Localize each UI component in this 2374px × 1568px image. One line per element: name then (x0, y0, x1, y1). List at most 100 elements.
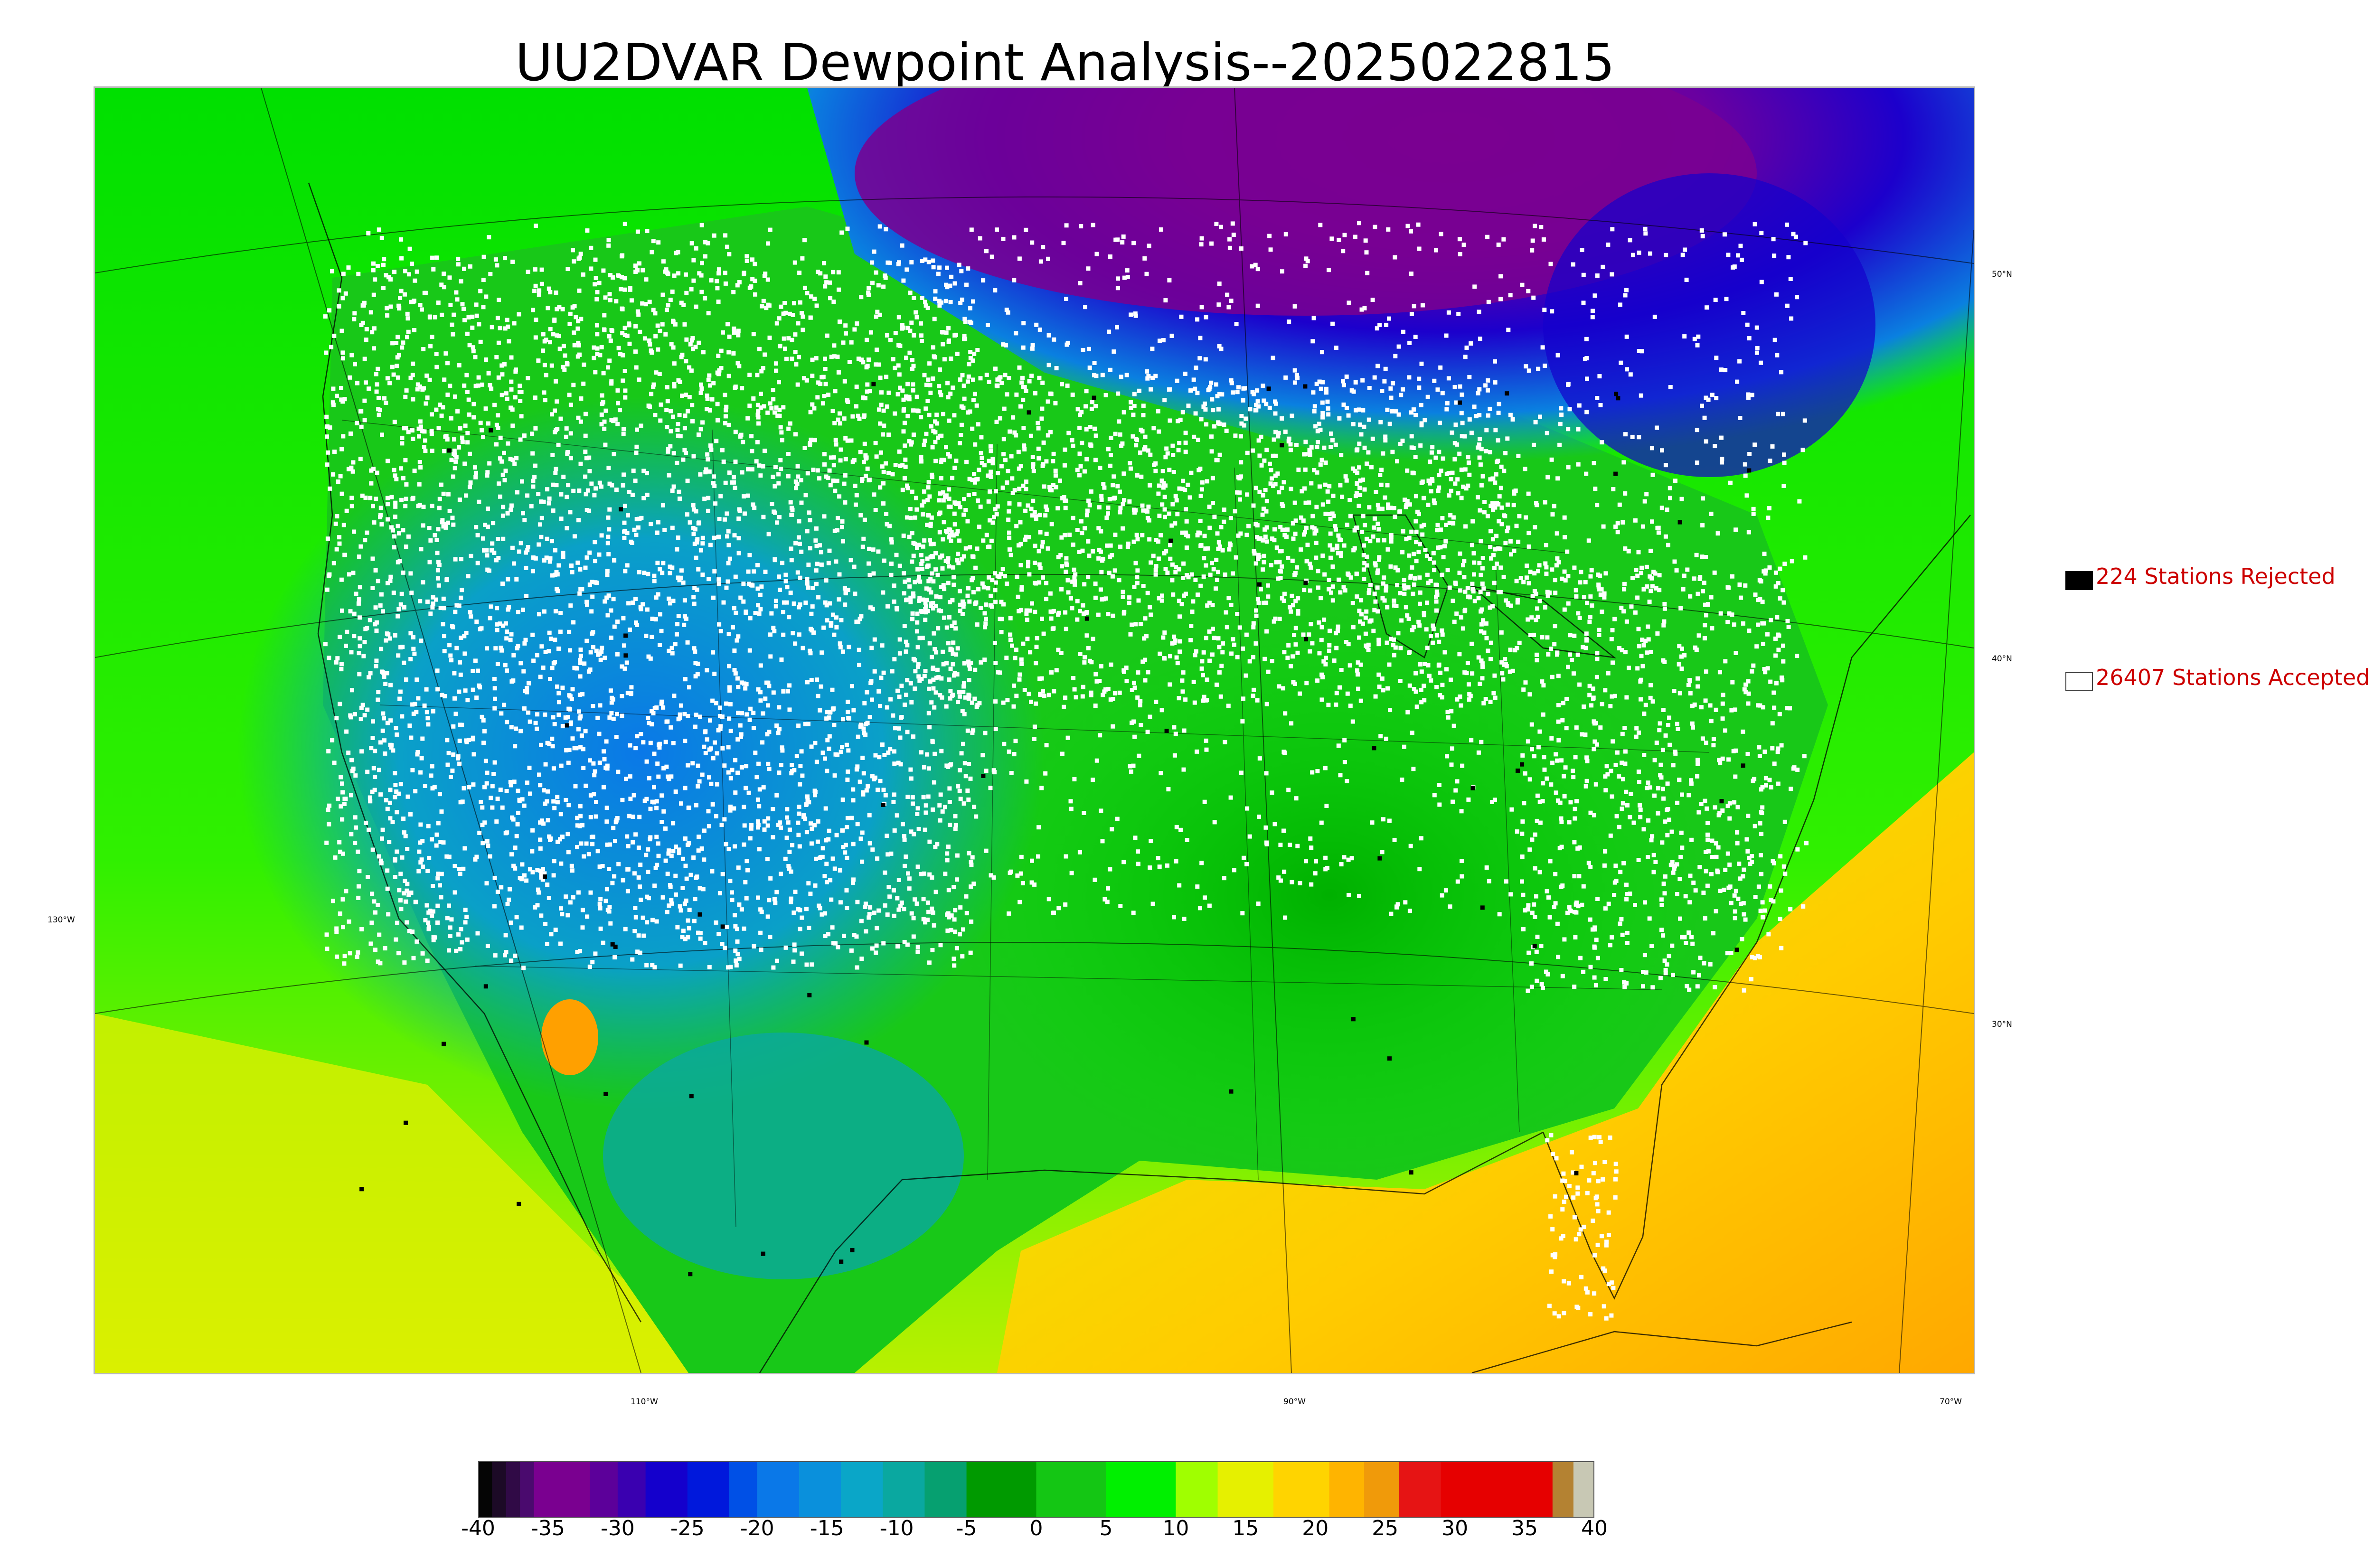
station-accepted-marker (509, 405, 513, 410)
station-accepted-marker (536, 492, 541, 497)
station-accepted-marker (381, 286, 386, 291)
station-accepted-marker (840, 649, 845, 654)
station-accepted-marker (558, 611, 563, 615)
station-accepted-marker (1042, 484, 1046, 489)
station-accepted-marker (371, 292, 376, 297)
station-accepted-marker (774, 890, 779, 894)
station-accepted-marker (530, 632, 535, 637)
station-accepted-marker (1463, 589, 1468, 594)
station-accepted-marker (489, 386, 494, 391)
station-accepted-marker (615, 652, 620, 657)
station-accepted-marker (1118, 904, 1123, 908)
station-accepted-marker (911, 364, 916, 368)
station-accepted-marker (555, 572, 560, 577)
station-accepted-marker (1313, 871, 1318, 876)
station-accepted-marker (1572, 565, 1577, 570)
station-accepted-marker (1459, 496, 1464, 500)
station-accepted-marker (1369, 465, 1374, 469)
station-accepted-marker (1398, 441, 1403, 446)
station-accepted-marker (542, 788, 546, 793)
station-accepted-marker (1580, 902, 1584, 907)
station-accepted-marker (357, 554, 361, 559)
station-accepted-marker (354, 825, 358, 830)
station-accepted-marker (595, 715, 600, 720)
station-accepted-marker (459, 557, 463, 562)
station-accepted-marker (363, 538, 367, 543)
station-accepted-marker (697, 779, 702, 784)
station-accepted-marker (524, 550, 528, 555)
station-accepted-marker (465, 937, 470, 942)
station-accepted-marker (902, 571, 906, 576)
station-accepted-marker (1594, 675, 1599, 679)
station-accepted-marker (1744, 837, 1749, 842)
station-accepted-marker (1419, 361, 1424, 366)
station-accepted-marker (575, 816, 580, 820)
station-accepted-marker (1216, 302, 1221, 307)
station-accepted-marker (820, 650, 824, 655)
station-accepted-marker (585, 602, 589, 607)
station-accepted-marker (1745, 322, 1750, 327)
station-accepted-marker (1459, 411, 1464, 415)
station-accepted-marker (852, 327, 857, 332)
station-accepted-marker (791, 601, 796, 606)
station-accepted-marker (1041, 631, 1046, 636)
station-accepted-marker (1782, 819, 1787, 824)
station-accepted-marker (1669, 829, 1674, 834)
station-accepted-marker (845, 855, 849, 860)
station-accepted-marker (499, 711, 504, 716)
station-accepted-marker (627, 814, 632, 818)
station-accepted-marker (512, 779, 517, 784)
station-accepted-marker (1785, 706, 1790, 711)
station-accepted-marker (535, 726, 539, 731)
station-accepted-marker (402, 660, 406, 665)
station-accepted-marker (887, 894, 892, 899)
station-accepted-marker (601, 785, 606, 789)
station-accepted-marker (625, 691, 630, 695)
station-accepted-marker (498, 788, 503, 792)
station-accepted-marker (398, 782, 403, 787)
station-accepted-marker (667, 777, 671, 781)
station-accepted-marker (1309, 445, 1314, 450)
station-accepted-marker (799, 549, 804, 554)
station-accepted-marker (1463, 524, 1468, 529)
map-canvas (95, 88, 1974, 1373)
station-accepted-marker (1138, 622, 1143, 627)
station-accepted-marker (1454, 400, 1459, 405)
station-accepted-marker (1449, 762, 1454, 767)
station-accepted-marker (1593, 487, 1598, 491)
station-accepted-marker (605, 842, 610, 847)
station-accepted-marker (1370, 298, 1375, 302)
station-accepted-marker (815, 395, 820, 400)
station-accepted-marker (573, 784, 578, 789)
station-accepted-marker (452, 864, 457, 868)
station-accepted-marker (1548, 262, 1553, 266)
station-accepted-marker (890, 669, 895, 674)
station-accepted-marker (902, 624, 907, 629)
station-accepted-marker (393, 783, 398, 788)
station-accepted-marker (633, 597, 638, 601)
station-accepted-marker (863, 396, 867, 401)
station-accepted-marker (1478, 590, 1483, 594)
station-accepted-marker (1440, 695, 1444, 700)
station-accepted-marker (631, 840, 635, 845)
station-accepted-marker (714, 701, 718, 705)
station-accepted-marker (897, 449, 902, 454)
station-accepted-marker (602, 313, 607, 318)
station-accepted-marker (827, 468, 832, 473)
station-accepted-marker (882, 558, 886, 563)
station-accepted-marker (815, 562, 820, 566)
station-accepted-marker (372, 346, 377, 351)
station-accepted-marker (818, 708, 822, 713)
station-accepted-marker (529, 504, 534, 508)
station-accepted-marker (972, 696, 977, 701)
station-accepted-marker (352, 634, 357, 638)
station-accepted-marker (1470, 587, 1475, 592)
station-accepted-marker (1097, 679, 1102, 683)
station-accepted-marker (399, 498, 404, 502)
station-accepted-marker (498, 326, 502, 330)
station-accepted-marker (700, 420, 705, 425)
station-accepted-marker (755, 440, 760, 445)
station-accepted-marker (1330, 321, 1335, 326)
station-accepted-marker (357, 672, 362, 676)
station-accepted-marker (400, 345, 405, 350)
